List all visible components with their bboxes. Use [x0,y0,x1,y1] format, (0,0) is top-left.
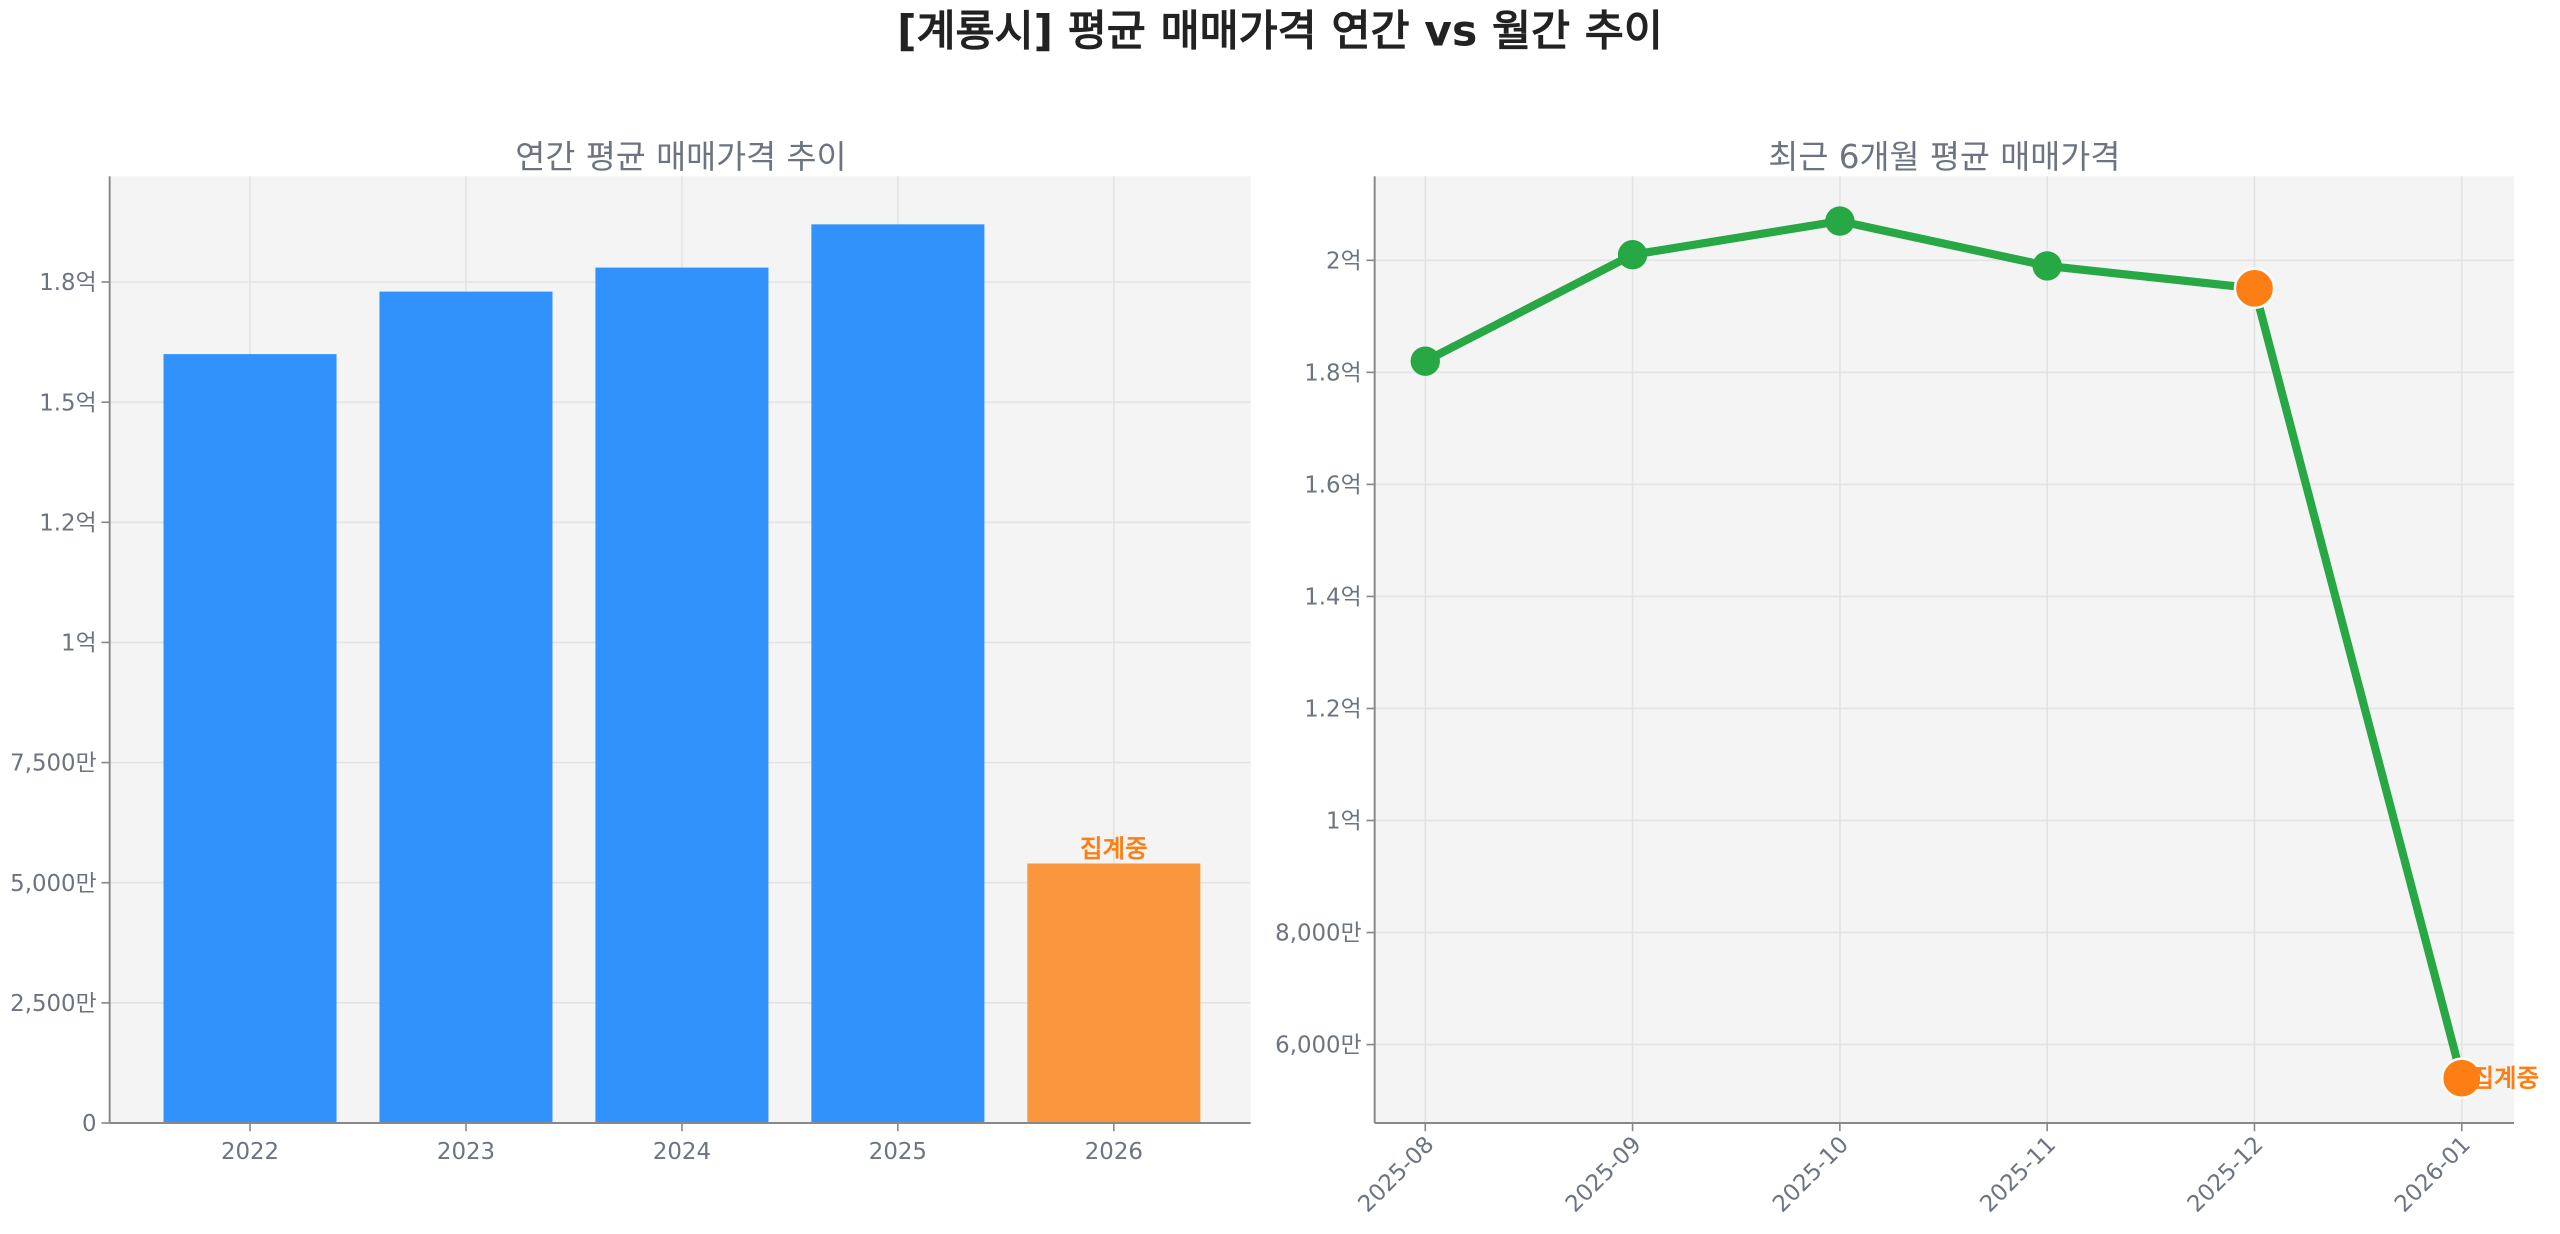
monthly-line-chart: 6,000만 8,000만 1억 1.2억 1.4억 1.6억 1.8억 2억 2025-08 2… [1275,176,2540,1218]
y-tick-label: 2,500만 [10,991,96,1017]
data-point-2025-12 [2233,267,2276,310]
y-tick-label: 1.8억 [39,270,96,296]
bar-2026 [1027,863,1201,1124]
x-tick-label: 2026 [1085,1139,1143,1165]
bar-2022 [163,354,337,1124]
x-tick-label: 2025-09 [1561,1132,1647,1218]
x-tick-label: 2025 [869,1139,927,1165]
y-tick-label: 1.6억 [1304,473,1361,499]
x-tick-label: 2025-12 [2183,1132,2269,1218]
y-tick-label: 5,000만 [10,871,96,897]
x-tick-label: 2025-10 [1768,1132,1854,1218]
right-chart-title: 최근 6개월 평균 매매가격 [1768,138,2120,176]
y-tick-label: 7,500만 [10,751,96,777]
y-tick-label: 1.5억 [39,390,96,416]
bar-2024 [595,267,769,1124]
bar-2023 [379,291,553,1124]
bar-2025 [811,224,985,1124]
x-tick-label: 2025-08 [1353,1132,1439,1218]
y-tick-label: 8,000만 [1275,921,1361,947]
x-tick-label: 2025-11 [1975,1132,2061,1218]
left-chart-title: 연간 평균 매매가격 추이 [515,138,846,176]
data-point-2025-08 [1410,346,1440,376]
y-tick-label: 1.8억 [1304,361,1361,387]
y-tick-label: 1억 [61,631,97,657]
data-point-2025-09 [1617,240,1648,270]
y-tick-label: 1.2억 [1304,697,1361,723]
plot-area [1374,176,2514,1124]
y-tick-label: 1억 [1326,809,1362,835]
data-point-2025-11 [2032,251,2062,281]
y-tick-label: 0 [82,1111,97,1137]
y-tick-label: 6,000만 [1275,1033,1361,1059]
annotation-label: 집계중 [2472,1063,2540,1092]
series-line [1423,217,2466,1080]
data-point-2025-10 [1825,206,1855,236]
x-tick-label: 2022 [221,1139,279,1165]
annotation-label: 집계중 [1080,834,1148,863]
y-tick-label: 1.2억 [39,510,96,536]
figure-title: [계룡시] 평균 매매가격 연간 vs 월간 추이 [897,8,1663,57]
y-tick-label: 1.4억 [1304,585,1361,611]
data-point-2026-01 [2440,1057,2483,1100]
x-tick-label: 2024 [653,1139,711,1165]
x-tick-label: 2026-01 [2390,1132,2476,1218]
annual-bar-chart: 0 2,500만 5,000만 7,500만 1억 1.2억 1.5억 1.8억 2022 202… [10,176,1251,1165]
x-tick-label: 2023 [437,1139,495,1165]
y-tick-label: 2억 [1326,248,1362,274]
